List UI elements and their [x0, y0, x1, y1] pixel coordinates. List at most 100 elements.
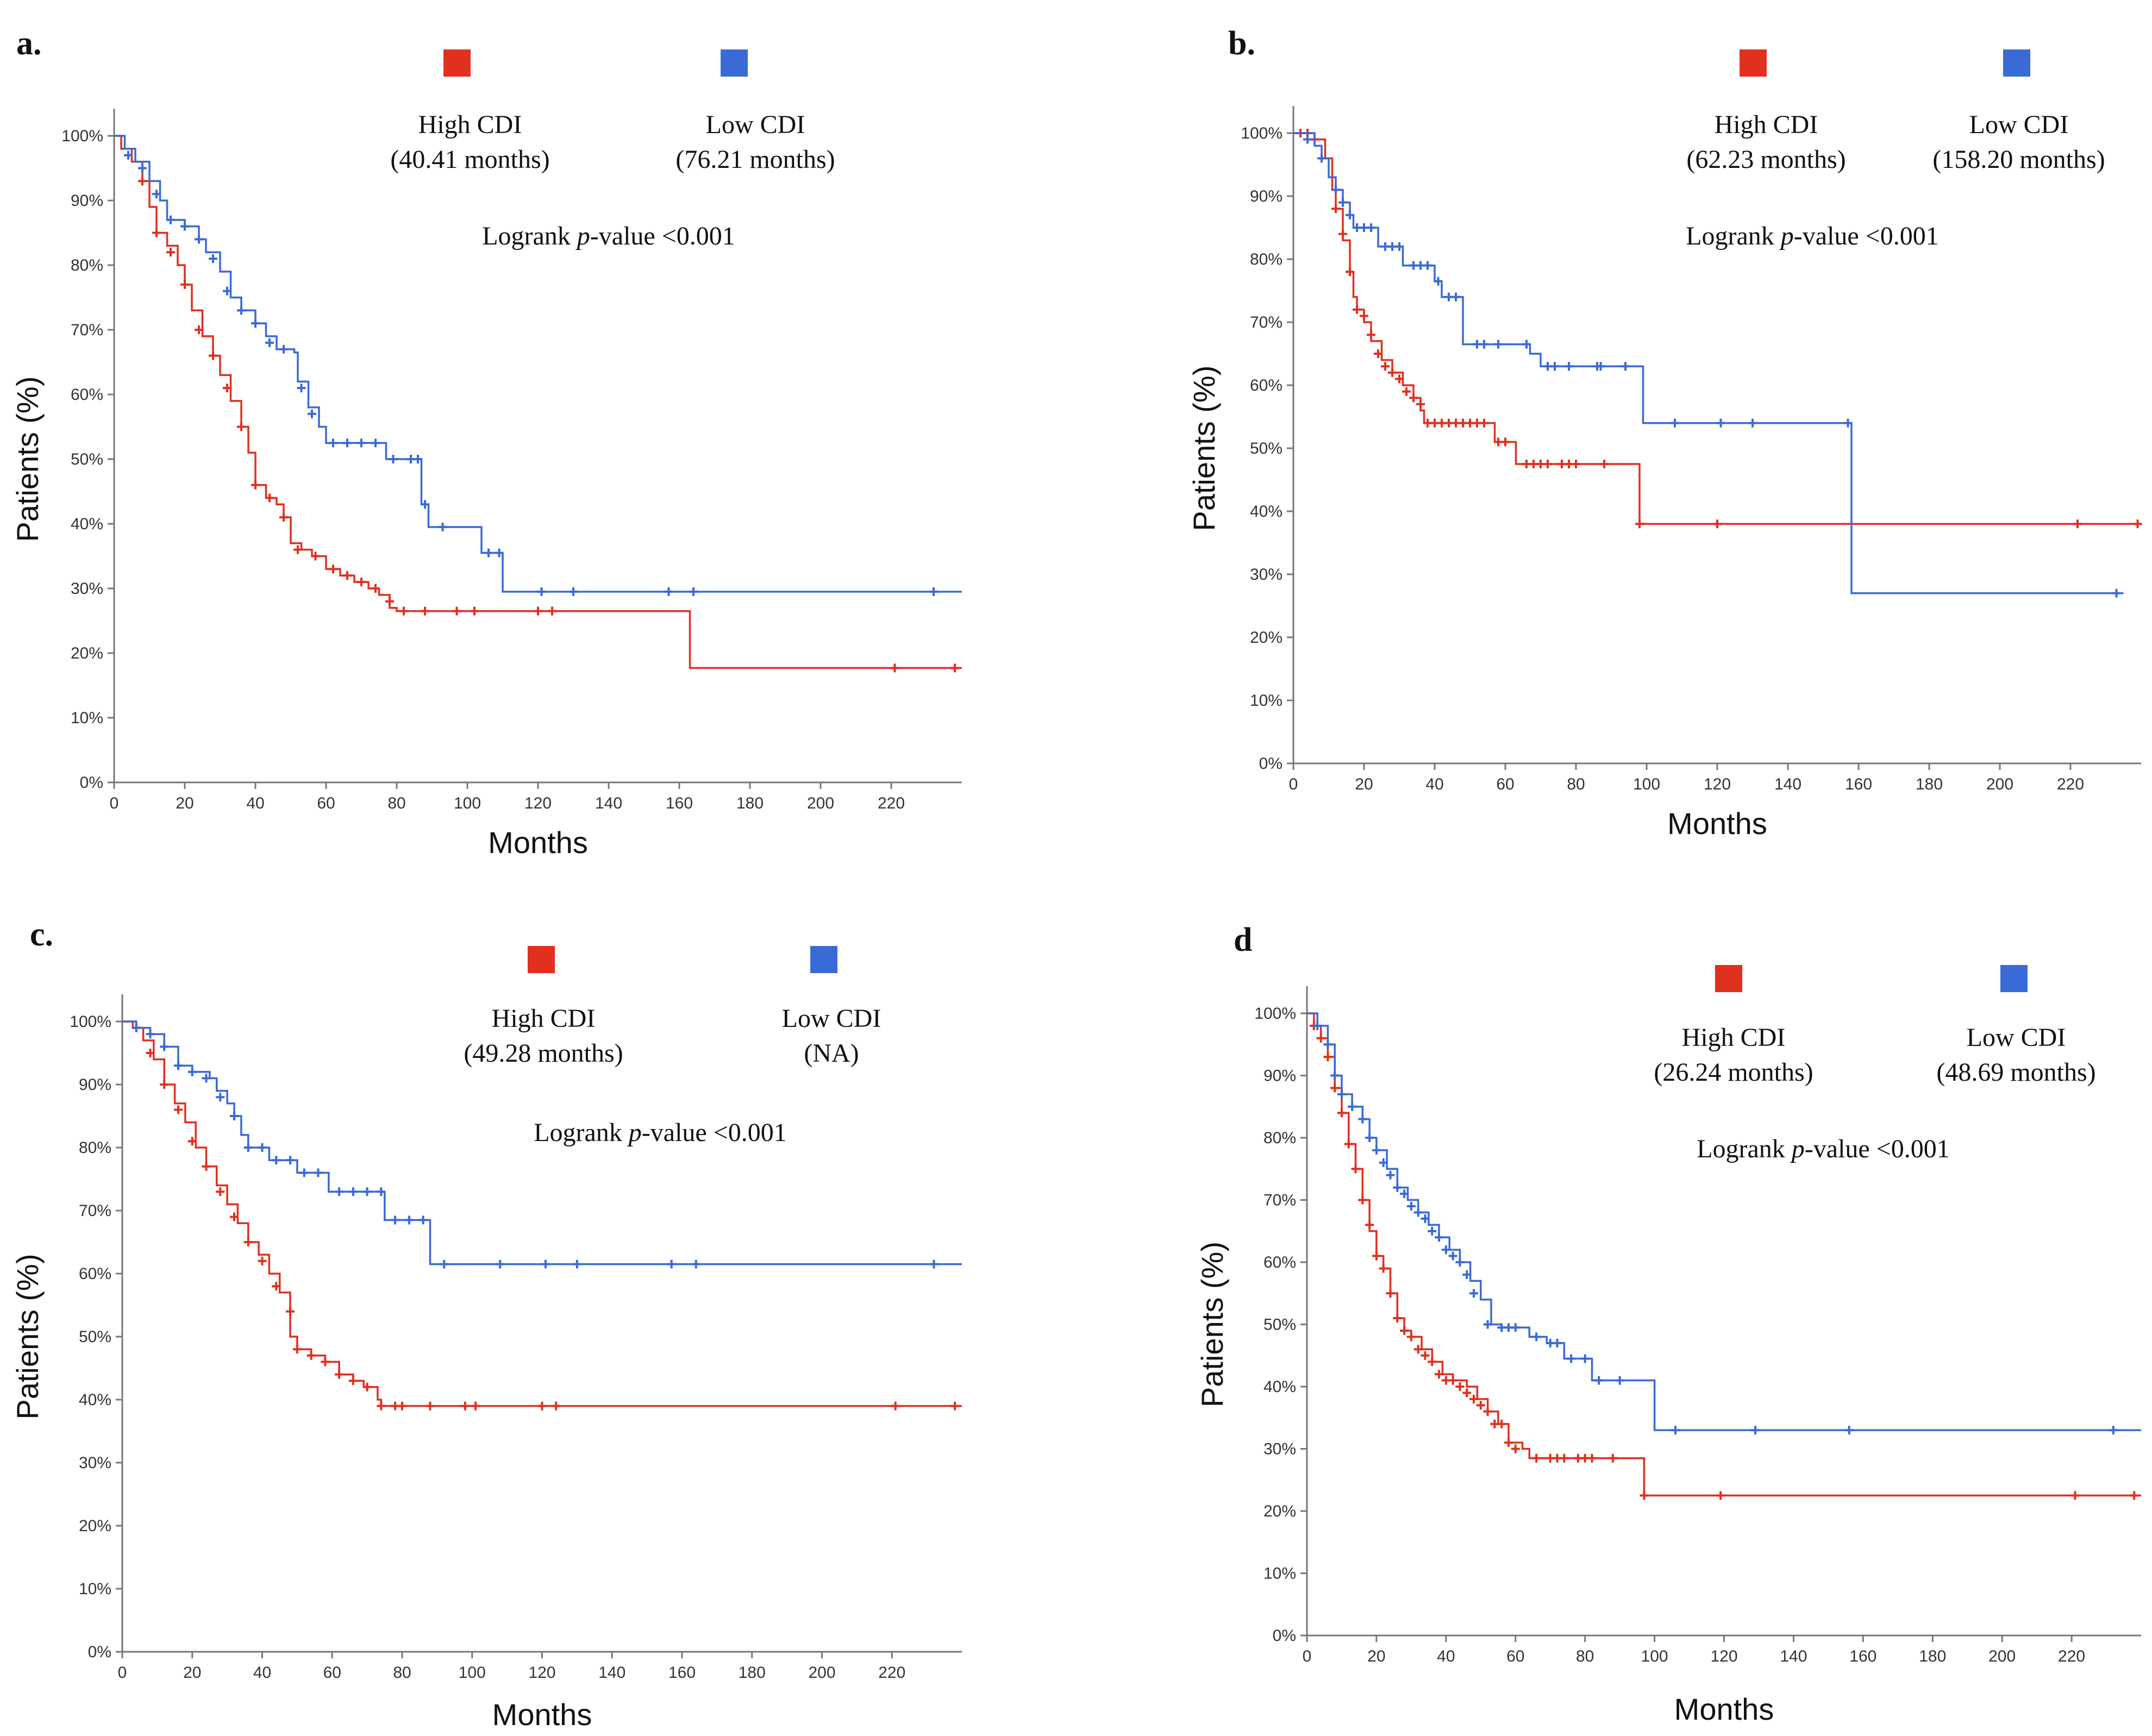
legend-median: (62.23 months)	[1686, 145, 1846, 174]
censor-mark	[438, 522, 447, 531]
censor-mark	[258, 1256, 267, 1265]
x-tick-label: 60	[317, 794, 335, 812]
legend-swatch-low-cdi	[2003, 49, 2030, 77]
km-chart-c: c. 0% 10% 20% 30% 40% 50% 60% 70% 80% 90% 100% 0 20 40…	[10, 916, 962, 1732]
y-tick-label: 10%	[71, 709, 103, 727]
y-tick-label: 50%	[79, 1328, 111, 1346]
censor-mark	[258, 1143, 267, 1152]
censor-mark	[152, 228, 161, 237]
legend-swatch-high-cdi	[1740, 49, 1767, 77]
censor-mark	[348, 1187, 358, 1196]
y-tick-label: 70%	[71, 321, 103, 339]
x-tick-label: 20	[183, 1664, 201, 1682]
censor-mark	[890, 663, 899, 673]
panel-label: a.	[16, 25, 42, 62]
censor-mark	[223, 384, 232, 393]
censor-mark	[371, 438, 380, 448]
y-tick-label: 20%	[1263, 1502, 1296, 1520]
censor-mark	[460, 1401, 470, 1411]
censor-mark	[1441, 1245, 1450, 1255]
x-tick-label: 160	[668, 1664, 696, 1682]
censor-mark	[1448, 1376, 1457, 1385]
censor-mark	[1346, 210, 1354, 220]
y-tick-label: 100%	[61, 127, 103, 145]
censor-mark	[265, 338, 274, 347]
censor-mark	[1501, 437, 1510, 447]
censor-mark	[1358, 1114, 1367, 1124]
y-tick-label: 20%	[79, 1517, 111, 1535]
censor-mark	[377, 1187, 386, 1196]
x-tick-label: 120	[524, 794, 552, 812]
x-tick-label: 160	[1849, 1647, 1876, 1665]
censor-mark	[1480, 340, 1488, 349]
censor-mark	[362, 1187, 372, 1196]
censor-mark	[174, 1061, 183, 1070]
x-tick-label: 220	[2058, 1647, 2085, 1665]
legend-swatch-low-cdi	[810, 946, 837, 973]
censor-mark	[385, 597, 394, 606]
censor-mark	[1587, 1453, 1597, 1463]
y-tick-label: 30%	[79, 1454, 111, 1472]
y-tick-label: 30%	[71, 580, 103, 598]
censor-mark	[297, 384, 306, 393]
y-tick-label: 80%	[1263, 1129, 1296, 1147]
censor-mark	[160, 1080, 169, 1089]
censor-mark	[1543, 460, 1552, 468]
censor-mark	[664, 587, 673, 596]
censor-mark	[1748, 418, 1757, 428]
censor-mark	[537, 1401, 547, 1411]
censor-mark	[1635, 519, 1644, 529]
censor-mark	[1435, 1370, 1444, 1379]
x-tick-label: 200	[807, 794, 834, 812]
panel-label: b.	[1228, 25, 1255, 62]
censor-mark	[314, 1168, 323, 1177]
censor-mark	[251, 319, 260, 328]
y-tick-label: 90%	[79, 1076, 111, 1094]
censor-mark	[1360, 311, 1368, 321]
censor-mark	[1395, 374, 1404, 384]
censor-mark	[548, 606, 556, 616]
censor-mark	[1621, 362, 1630, 371]
x-tick-label: 80	[393, 1664, 411, 1682]
censor-mark	[1386, 1289, 1395, 1298]
x-tick-label: 80	[387, 794, 405, 812]
x-tick-label: 200	[1986, 775, 2013, 793]
censor-mark	[1323, 1052, 1333, 1062]
survival-curve-low-cdi	[122, 1020, 962, 1265]
censor-mark	[1381, 362, 1390, 371]
censor-mark	[389, 455, 398, 463]
censor-mark	[243, 1143, 253, 1152]
y-tick-label: 50%	[71, 450, 103, 468]
censor-mark	[1367, 330, 1375, 340]
censor-mark	[251, 480, 260, 490]
logrank-annotation: Logrank p-value <0.001	[1697, 1135, 1950, 1163]
km-chart-a: a. 0% 10% 20% 30% 40% 50% 60% 70% 80% 90% 100% 0 20 40…	[10, 25, 962, 860]
censor-mark	[230, 1212, 239, 1221]
y-tick-label: 90%	[71, 192, 103, 210]
censor-mark	[1522, 340, 1531, 349]
censor-mark	[1331, 204, 1340, 214]
censor-mark	[1469, 1289, 1478, 1298]
censor-mark	[187, 1067, 197, 1076]
censor-mark	[1423, 261, 1432, 270]
y-tick-label: 80%	[1250, 250, 1283, 268]
censor-mark	[569, 587, 578, 596]
survival-curve-low-cdi	[114, 135, 962, 593]
y-tick-label: 100%	[1254, 1005, 1296, 1023]
x-tick-label: 40	[246, 794, 264, 812]
x-tick-label: 220	[2057, 775, 2084, 793]
censor-mark	[216, 1187, 225, 1196]
x-tick-label: 40	[1425, 775, 1443, 793]
censor-mark	[1379, 1158, 1388, 1167]
x-tick-label: 0	[110, 794, 119, 812]
censor-mark	[216, 1093, 225, 1102]
y-axis-title: Patients (%)	[1195, 1242, 1229, 1407]
censor-mark	[440, 1259, 449, 1269]
censor-mark	[398, 1401, 406, 1411]
y-tick-label: 60%	[71, 386, 103, 404]
censor-mark	[2133, 519, 2142, 529]
legend-label: Low CDI	[782, 1004, 881, 1033]
censor-mark	[1483, 1407, 1492, 1416]
censor-mark	[335, 1370, 344, 1379]
censor-mark	[1594, 1376, 1604, 1385]
